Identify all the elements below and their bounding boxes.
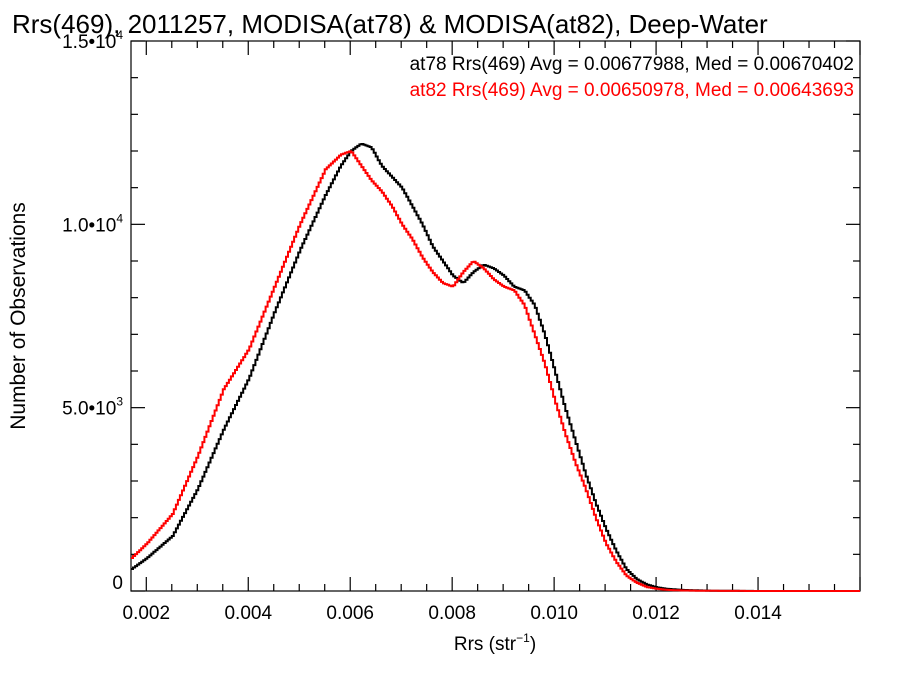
y-tick-label: 1.5•104	[62, 28, 123, 53]
x-axis-ticks: 0.002 0.004 0.006 0.008 0.010 0.012 0.014	[123, 41, 861, 624]
y-tick-label: 0	[112, 573, 123, 594]
legend-entry-at78: at78 Rrs(469) Avg = 0.00677988, Med = 0.…	[410, 54, 854, 75]
y-tick-label-exp: 3	[116, 395, 123, 409]
series-line-0	[131, 143, 860, 592]
x-axis-label-close: )	[530, 634, 536, 655]
y-axis-label: Number of Observations	[7, 202, 30, 430]
x-tick-label: 0.012	[632, 603, 680, 624]
y-tick-label-base: 1.5•10	[62, 32, 116, 53]
y-tick-label-base: 1.0•10	[62, 215, 116, 236]
x-axis-label-main: Rrs (str	[454, 634, 517, 655]
y-tick-label: 5.0•103	[62, 395, 123, 420]
y-tick-label: 1.0•104	[62, 211, 123, 236]
legend-entry-at82: at82 Rrs(469) Avg = 0.00650978, Med = 0.…	[410, 80, 854, 101]
x-tick-label: 0.002	[123, 603, 171, 624]
plot-frame	[130, 40, 861, 592]
x-tick-label: 0.006	[326, 603, 374, 624]
y-tick-label-base: 0	[112, 573, 123, 594]
x-axis-label: Rrs (str−1)	[454, 631, 536, 655]
chart-title: Rrs(469), 2011257, MODISA(at78) & MODISA…	[12, 9, 768, 39]
y-tick-label-exp: 4	[116, 28, 123, 42]
x-tick-label: 0.004	[224, 603, 272, 624]
x-axis-label-sup: −1	[516, 631, 530, 645]
x-tick-label: 0.008	[428, 603, 476, 624]
x-tick-label: 0.014	[734, 603, 782, 624]
y-tick-label-base: 5.0•10	[62, 399, 116, 420]
series-layer	[131, 143, 860, 592]
series-line-1	[131, 150, 860, 592]
x-tick-label: 0.010	[530, 603, 578, 624]
y-tick-label-exp: 4	[116, 211, 123, 225]
